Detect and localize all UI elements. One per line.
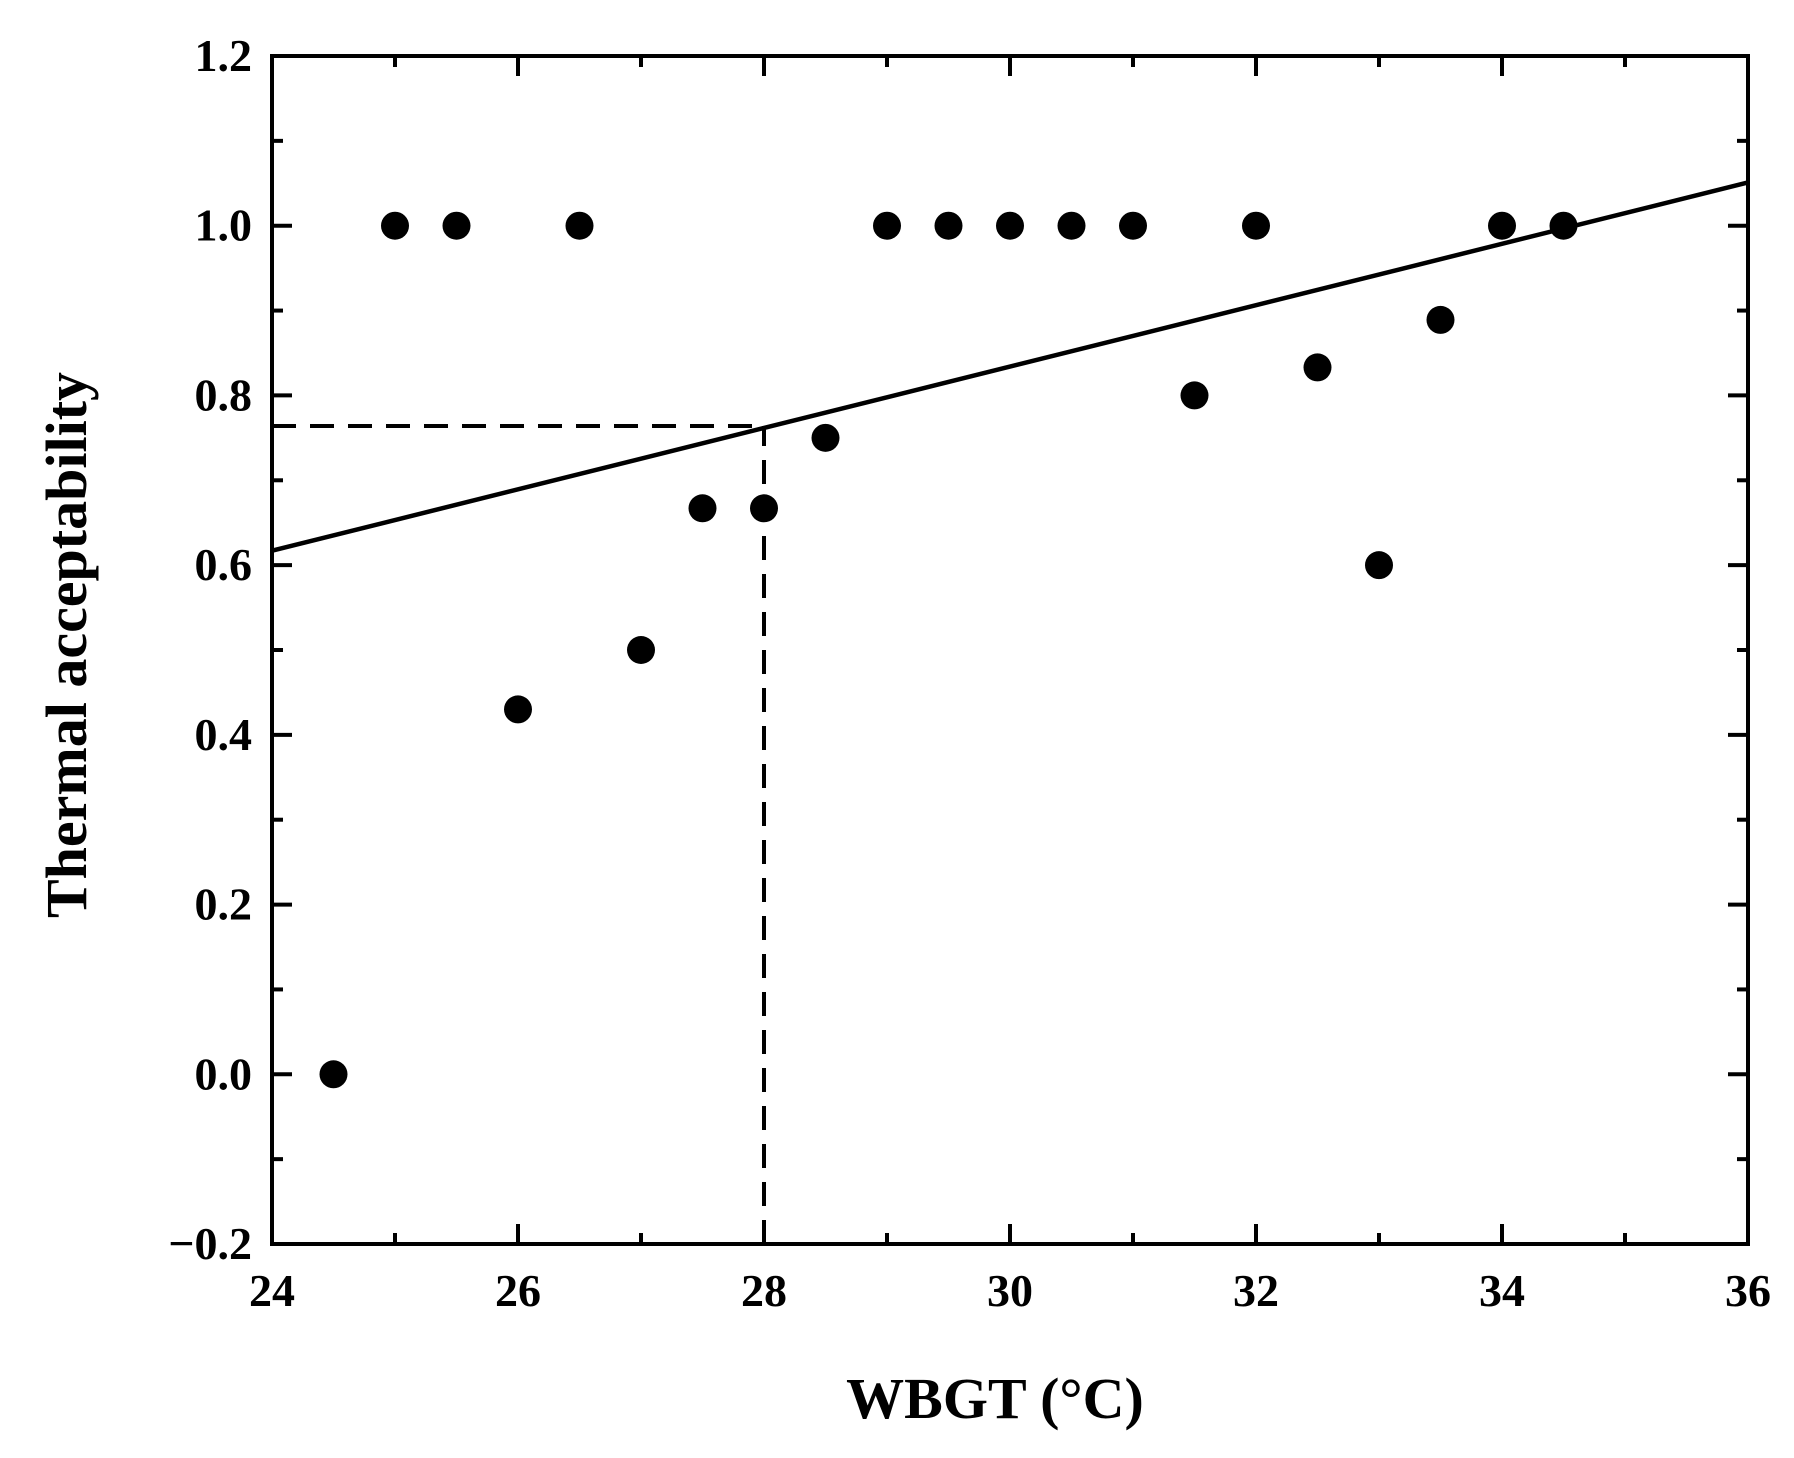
x-axis-title: WBGT (°C)	[846, 1366, 1144, 1431]
data-point	[996, 211, 1024, 240]
y-tick-label: 0.4	[195, 709, 253, 760]
data-point	[1180, 381, 1209, 410]
data-point	[873, 211, 901, 240]
data-point	[1057, 211, 1086, 240]
data-point	[1242, 211, 1270, 240]
data-point	[1365, 551, 1393, 580]
fit-line-group	[271, 180, 1749, 553]
x-tick-label: 34	[1479, 1265, 1525, 1316]
x-tick-label: 26	[495, 1265, 541, 1316]
y-tick-label: 1.0	[195, 200, 253, 251]
y-tick-label: 0.8	[195, 369, 253, 420]
tick-labels: 24 26 28 30 32 34 36 −0.2 0.0 0.2 0.4 0.6 0.8 1.0 1.2	[168, 30, 1771, 1316]
data-point	[1119, 211, 1147, 240]
y-tick-label: 1.2	[195, 30, 253, 81]
x-tick-label: 30	[987, 1265, 1033, 1316]
data-point	[565, 211, 594, 240]
data-point	[688, 494, 717, 523]
y-tick-label: 0.0	[195, 1048, 253, 1099]
y-axis-title: Thermal acceptability	[34, 372, 99, 918]
x-tick-label: 28	[741, 1265, 787, 1316]
y-tick-label: 0.2	[195, 879, 253, 930]
x-tick-label: 36	[1725, 1265, 1771, 1316]
data-point	[627, 636, 655, 664]
axes	[270, 54, 1750, 1246]
data-point	[442, 211, 471, 240]
data-points	[319, 211, 1578, 1089]
reference-lines	[272, 423, 766, 1244]
linear-fit-line	[271, 180, 1749, 553]
x-tick-label: 24	[249, 1265, 295, 1316]
y-tick-label: −0.2	[168, 1218, 252, 1269]
x-tick-label: 32	[1233, 1265, 1279, 1316]
data-point	[811, 423, 840, 452]
data-point	[319, 1060, 348, 1089]
y-tick-label: 0.6	[195, 539, 253, 590]
data-point	[1426, 305, 1455, 334]
data-point	[1488, 211, 1516, 240]
data-point	[381, 211, 409, 240]
data-point	[1303, 353, 1332, 382]
data-point	[934, 211, 963, 240]
data-point	[1549, 211, 1578, 240]
data-point	[750, 494, 778, 523]
data-point	[504, 695, 532, 724]
